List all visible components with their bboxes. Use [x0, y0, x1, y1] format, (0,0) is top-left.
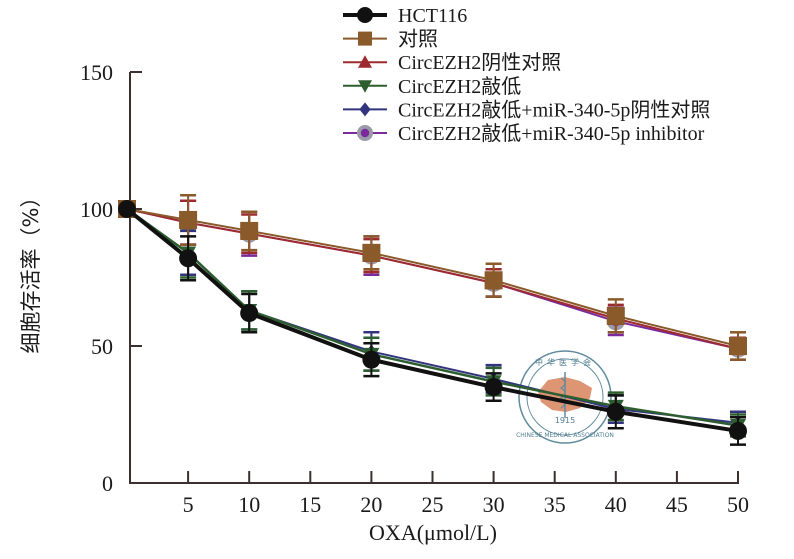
legend-marker	[358, 80, 372, 93]
legend-label: CircEZH2阴性对照	[398, 51, 561, 74]
legend-item: CircEZH2敲低+miR-340-5p inhibitor	[343, 122, 705, 145]
x-tick-label: 30	[483, 492, 505, 517]
legend-marker	[358, 31, 372, 46]
data-point	[606, 306, 625, 325]
legend-label: CircEZH2敲低+miR-340-5p inhibitor	[398, 122, 705, 145]
x-tick-label: 25	[422, 492, 444, 517]
series-line	[126, 208, 739, 424]
series-line	[126, 207, 739, 427]
series-3	[119, 202, 746, 438]
legend-label: CircEZH2敲低	[398, 75, 521, 98]
y-tick-label: 0	[102, 471, 113, 496]
x-tick-label: 20	[360, 492, 382, 517]
series-4	[121, 202, 746, 435]
legend-marker	[360, 128, 370, 138]
legend-marker	[358, 55, 372, 68]
data-point	[179, 210, 198, 229]
axes: 0 50 100 150 5 10 15 20 25 30 35 40 45 50	[80, 60, 749, 517]
data-point	[484, 271, 503, 290]
legend-label: HCT116	[398, 5, 467, 27]
data-point	[118, 200, 136, 218]
legend-item: CircEZH2敲低	[343, 75, 521, 98]
y-ticks: 0 50 100 150	[80, 60, 142, 496]
legend-marker	[359, 102, 371, 117]
data-point	[362, 350, 381, 369]
legend-label: 对照	[398, 28, 438, 51]
legend-item: CircEZH2阴性对照	[343, 51, 561, 74]
x-tick-label: 5	[183, 492, 194, 517]
seal-top-text: 中华医学会	[535, 357, 595, 367]
legend-marker	[357, 7, 373, 23]
legend-item: HCT116	[343, 5, 467, 27]
legend: HCT116对照CircEZH2阴性对照CircEZH2敲低CircEZH2敲低…	[343, 5, 710, 145]
series-line	[125, 207, 739, 433]
legend-item: CircEZH2敲低+miR-340-5p阴性对照	[343, 98, 710, 121]
series-layer	[118, 194, 747, 446]
y-axis-title: 细胞存活率（%）	[19, 187, 43, 354]
seal-year-text: 1915	[555, 416, 575, 425]
data-point	[729, 337, 747, 355]
data-point	[240, 221, 259, 240]
data-point	[179, 249, 198, 268]
data-point	[240, 304, 259, 323]
series-0	[118, 200, 747, 446]
x-axis-title: OXA(μmol/L)	[369, 520, 497, 545]
y-tick-label: 150	[80, 60, 113, 85]
data-point	[484, 378, 503, 397]
x-tick-label: 50	[727, 492, 749, 517]
seal-bottom-text: CHINESE MEDICAL ASSOCIATION	[516, 432, 614, 439]
seal-inner-ring	[526, 358, 604, 436]
y-tick-label: 50	[91, 334, 113, 359]
data-point	[729, 421, 747, 440]
x-tick-label: 40	[605, 492, 627, 517]
data-point	[362, 243, 381, 262]
legend-label: CircEZH2敲低+miR-340-5p阴性对照	[398, 98, 710, 121]
y-tick-label: 100	[80, 197, 113, 222]
x-tick-label: 10	[238, 492, 260, 517]
x-tick-label: 35	[544, 492, 566, 517]
x-tick-label: 15	[299, 492, 321, 517]
x-tick-label: 45	[666, 492, 688, 517]
series-line	[126, 208, 739, 350]
x-ticks: 5 10 15 20 25 30 35 40 45 50	[183, 471, 749, 517]
data-point	[606, 402, 625, 421]
legend-item: 对照	[343, 28, 438, 51]
